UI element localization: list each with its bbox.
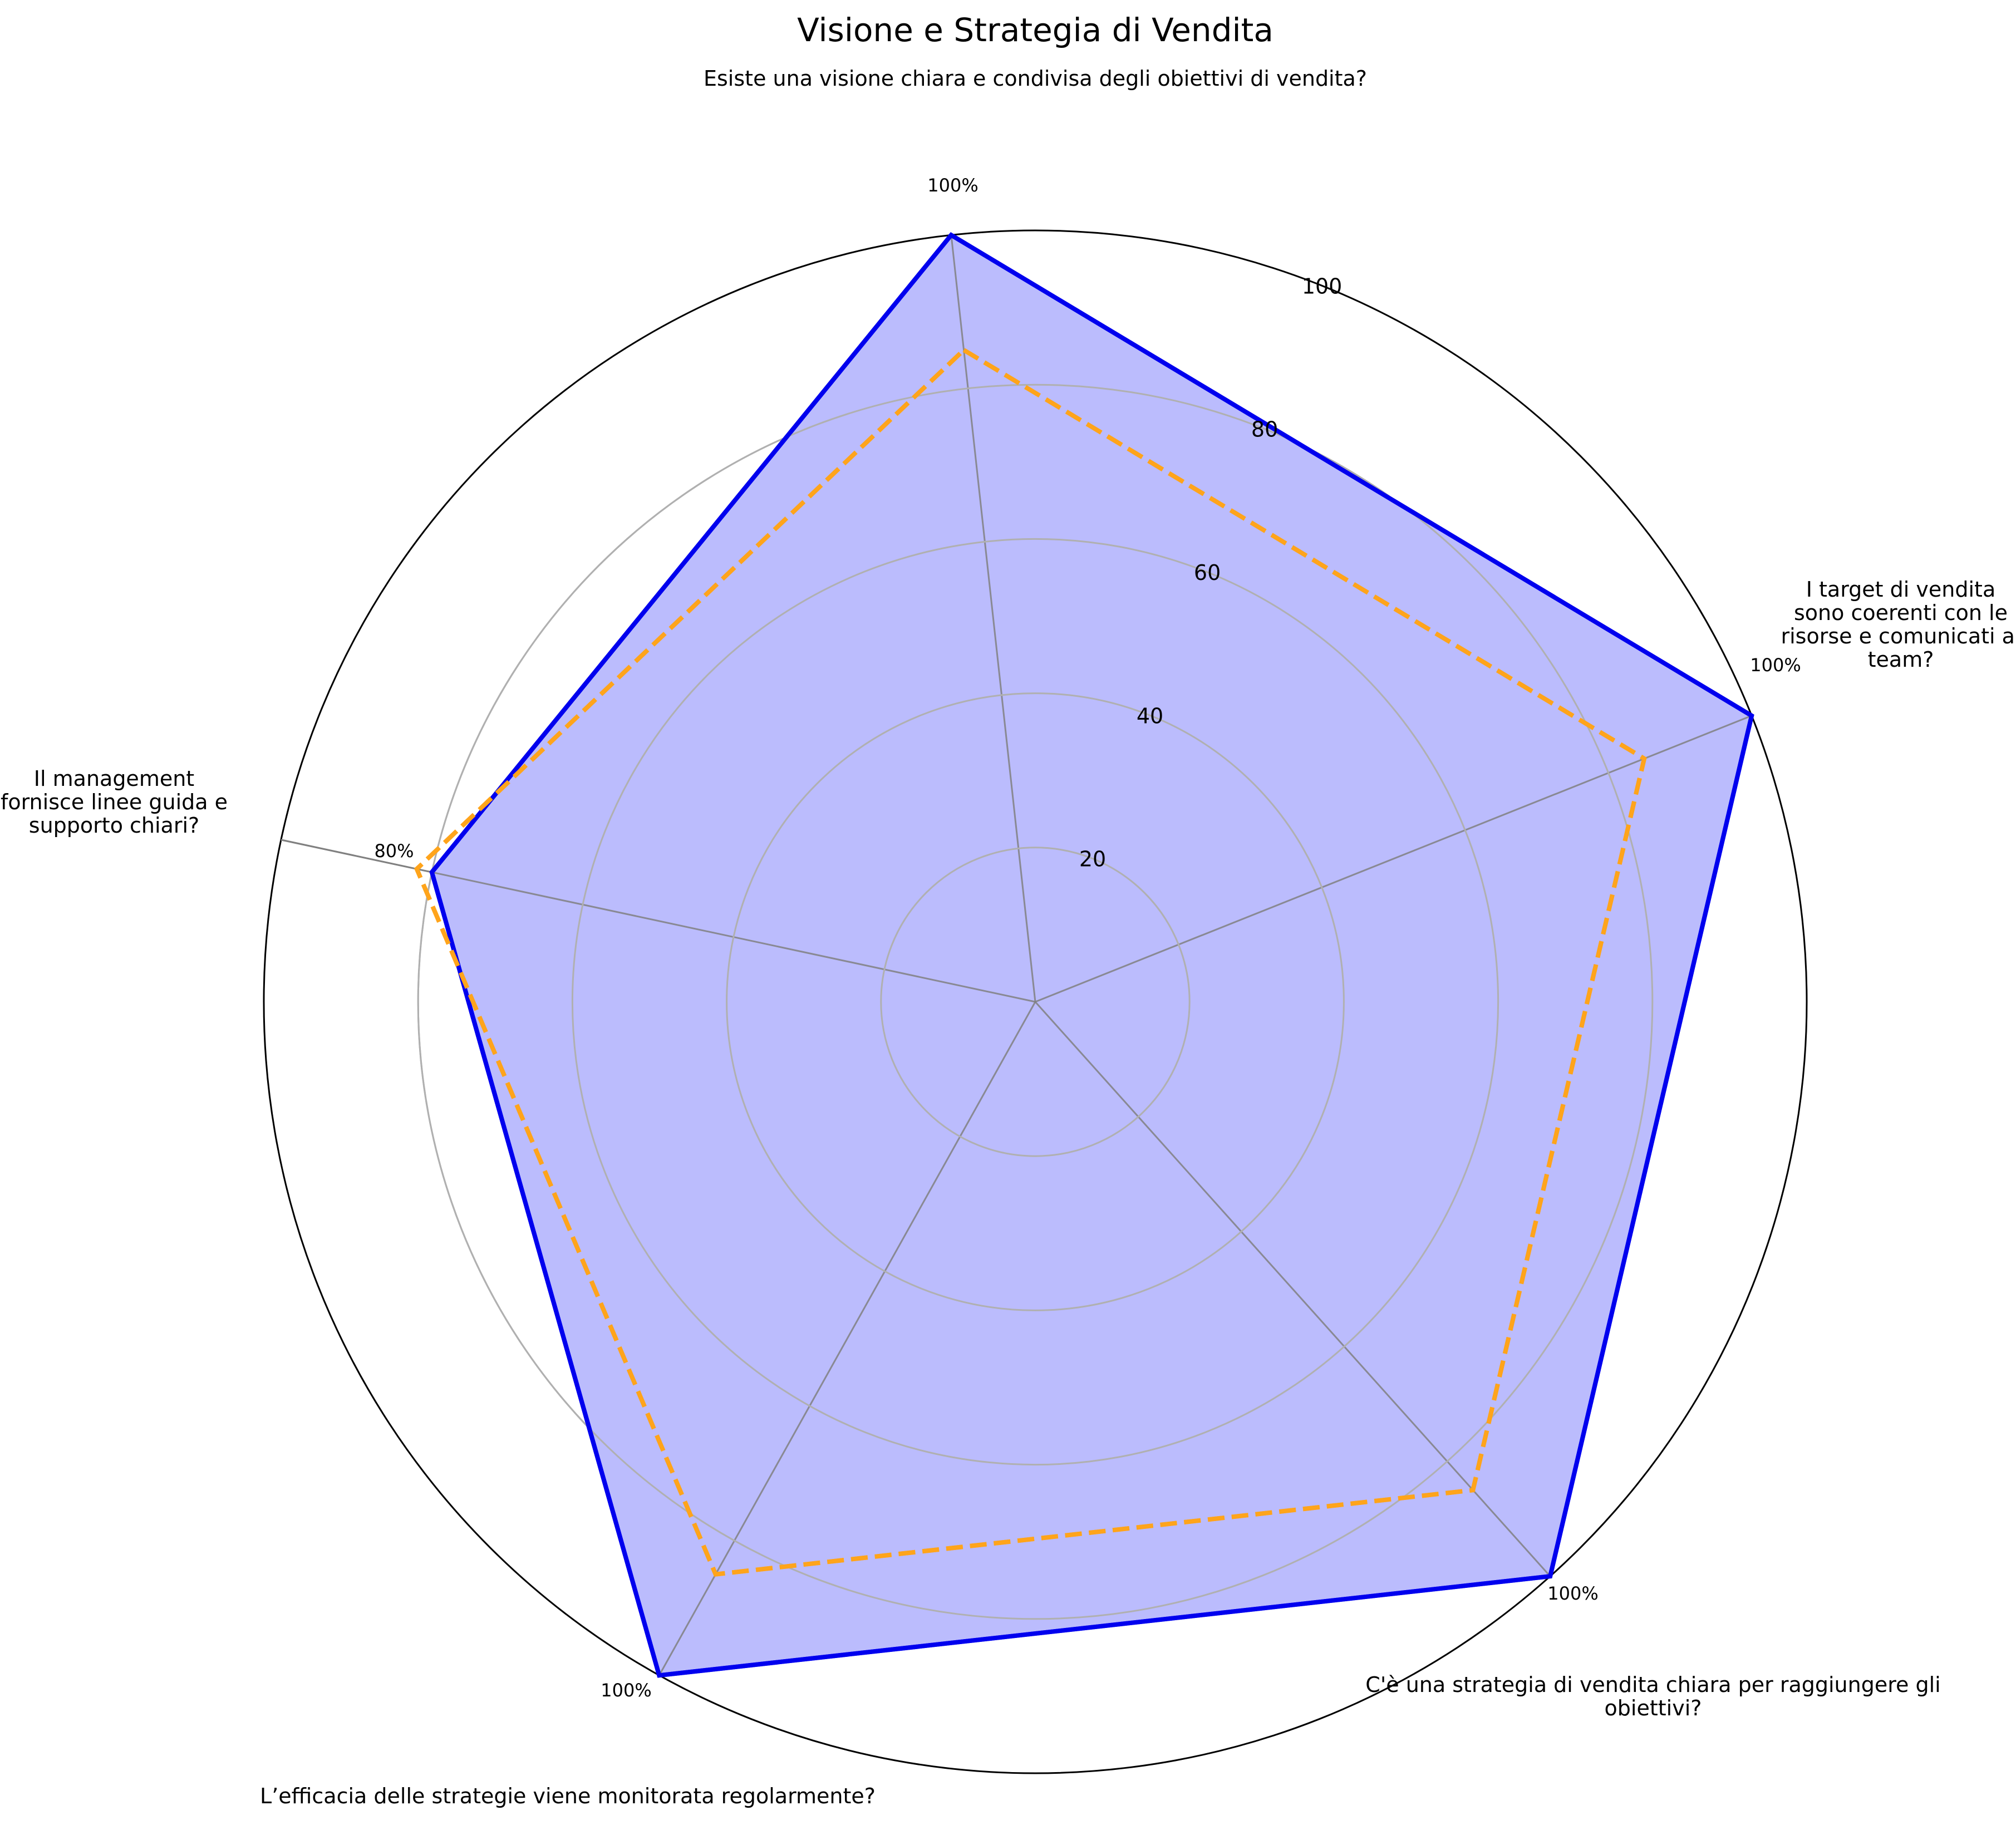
grid-circle-overlay-20 [880, 847, 1191, 1157]
series-1-outline [429, 232, 1754, 1678]
category-label-2-line-3: risorse e comunicati al [1781, 624, 2016, 648]
axis-spoke-overlay-3 [1034, 1001, 1551, 1577]
category-label-2: I target di vendita sono coerenti con le r… [1781, 577, 2016, 672]
category-label-5-line-2: fornisce linee guida e [1, 790, 228, 814]
axis-spoke-overlay-4 [658, 1001, 1036, 1676]
category-label-5-line-1: Il management [34, 766, 194, 791]
r-tick-label-100: 100 [1302, 274, 1343, 298]
chart-title: Visione e Strategia di Vendita [797, 11, 1273, 49]
r-tick-label-80: 80 [1251, 417, 1278, 442]
grid-circle-overlay-60 [571, 538, 1499, 1466]
category-label-3: C'è una strategia di vendita chiara per … [1365, 1672, 1940, 1720]
category-label-2-line-1: I target di vendita [1806, 577, 1995, 602]
series-2-outline [414, 347, 1647, 1577]
r-tick-label-60: 60 [1194, 560, 1221, 585]
point-label-2: 100% [1750, 655, 1801, 676]
series-1-area [431, 235, 1752, 1676]
point-label-3: 100% [1547, 1583, 1598, 1604]
category-label-4: L’efficacia delle strategie viene monito… [260, 1784, 876, 1808]
outer-circle [263, 229, 1808, 1774]
grid-circle-overlay-40 [726, 692, 1345, 1311]
point-label-4: 100% [601, 1680, 651, 1701]
r-tick-label-40: 40 [1137, 704, 1163, 728]
category-label-5: Il management fornisce linee guida e suppo… [1, 766, 228, 838]
series-layer [281, 232, 1754, 1678]
category-label-1-line-1: Esiste una visione chiara e condivisa de… [704, 66, 1367, 91]
category-label-2-line-4: team? [1868, 647, 1934, 672]
point-labels: 100% 100% 100% 100% 80% [374, 175, 1801, 1701]
category-label-3-line-2: obiettivi? [1605, 1696, 1702, 1720]
point-label-1: 100% [927, 175, 978, 196]
category-label-1: Esiste una visione chiara e condivisa de… [704, 66, 1367, 91]
axis-spoke-overlay-5 [281, 839, 1036, 1003]
grid-circle-overlay-80 [417, 383, 1654, 1620]
point-label-5: 80% [374, 840, 414, 862]
r-tick-label-20: 20 [1079, 847, 1106, 872]
radial-tick-labels: 20 40 60 80 100 [1079, 274, 1343, 871]
category-label-3-line-1: C'è una strategia di vendita chiara per … [1365, 1672, 1940, 1697]
axis-spoke-overlay-1 [950, 235, 1036, 1002]
category-label-2-line-2: sono coerenti con le [1794, 601, 2008, 625]
category-label-4-line-1: L’efficacia delle strategie viene monito… [260, 1784, 876, 1808]
category-labels: Esiste una visione chiara e condivisa de… [1, 66, 2016, 1808]
category-label-5-line-3: supporto chiari? [29, 813, 199, 838]
axis-spoke-overlay-2 [1035, 715, 1752, 1003]
